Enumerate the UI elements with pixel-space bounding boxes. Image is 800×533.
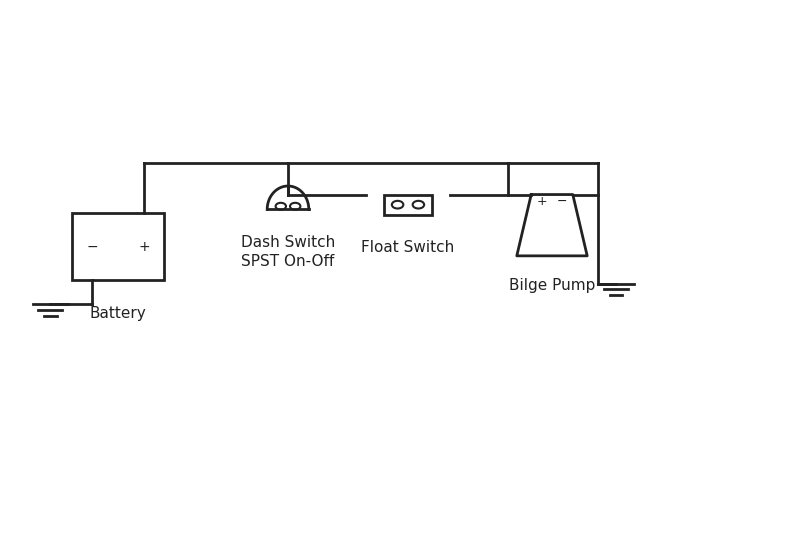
Text: Bilge Pump: Bilge Pump (509, 278, 595, 293)
Text: Dash Switch: Dash Switch (241, 235, 335, 250)
Bar (72, 213, 164, 280)
Text: Float Switch: Float Switch (362, 240, 454, 255)
Text: −: − (86, 239, 98, 254)
Text: Battery: Battery (90, 306, 146, 321)
Text: +: + (138, 239, 150, 254)
Text: −: − (557, 195, 568, 208)
Text: +: + (536, 195, 547, 208)
Bar (384, 195, 432, 215)
Text: SPST On-Off: SPST On-Off (242, 254, 334, 269)
